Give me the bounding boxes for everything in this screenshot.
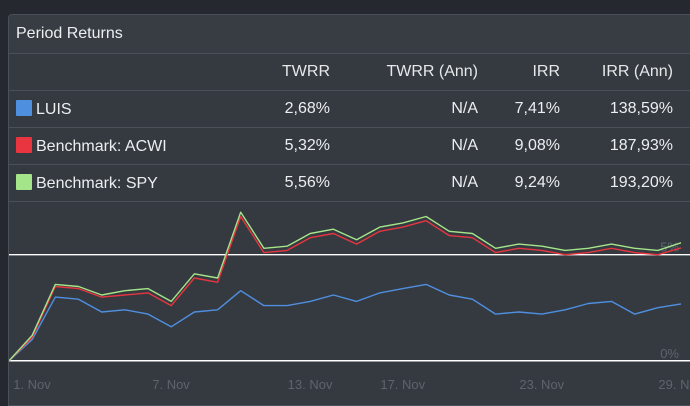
y-tick-label: 0%	[660, 346, 679, 361]
cell-twrr-ann: N/A	[330, 90, 478, 128]
series-color-swatch	[16, 173, 32, 190]
header-name	[9, 54, 206, 91]
cell-irr: 9,24%	[478, 164, 560, 202]
period-returns-panel: Period Returns TWRR TWRR (Ann) IRR IRR (…	[8, 14, 690, 406]
cell-irr-ann: 187,93%	[560, 127, 690, 165]
panel-title: Period Returns	[9, 15, 690, 54]
cell-irr: 7,41%	[478, 90, 560, 128]
series-color-swatch	[16, 136, 32, 153]
row-name: Benchmark: SPY	[36, 174, 158, 192]
header-twrr-ann[interactable]: TWRR (Ann)	[330, 54, 478, 91]
cell-twrr: 2,68%	[206, 90, 330, 128]
cell-twrr-ann: N/A	[330, 164, 478, 202]
series-line	[9, 215, 682, 362]
x-tick-label: 1. Nov	[13, 377, 51, 392]
returns-chart-svg[interactable]: 0%5%1. Nov 7. Nov 13. Nov 17. Nov 23. Nov 29.…	[9, 200, 690, 405]
x-tick-label: 23. Nov	[519, 377, 564, 392]
header-irr[interactable]: IRR	[478, 54, 560, 91]
table-row[interactable]: LUIS 2,68% N/A 7,41% 138,59%	[9, 90, 690, 128]
header-twrr[interactable]: TWRR	[206, 54, 330, 91]
cell-irr-ann: 193,20%	[560, 164, 690, 202]
cell-twrr: 5,56%	[206, 164, 330, 202]
x-tick-label: 7. Nov	[152, 377, 190, 392]
cell-irr: 9,08%	[478, 127, 560, 165]
table-row[interactable]: Benchmark: SPY 5,56% N/A 9,24% 193,20%	[9, 164, 690, 202]
returns-chart[interactable]: 0% 5% 1. Nov 7. Nov 13. Nov 17. Nov 23. Nov 29.…	[9, 200, 690, 405]
row-name: LUIS	[36, 100, 72, 118]
returns-table: TWRR TWRR (Ann) IRR IRR (Ann) LUIS 2,68%…	[9, 54, 690, 202]
cell-twrr: 5,32%	[206, 127, 330, 165]
series-line	[9, 211, 682, 362]
cell-twrr-ann: N/A	[330, 127, 478, 165]
x-tick-label: 17. Nov	[380, 377, 425, 392]
header-irr-ann[interactable]: IRR (Ann)	[560, 54, 690, 91]
series-color-swatch	[16, 99, 32, 116]
x-tick-label: 29. Nov	[658, 377, 690, 392]
table-row[interactable]: Benchmark: ACWI 5,32% N/A 9,08% 187,93%	[9, 127, 690, 165]
row-name: Benchmark: ACWI	[36, 137, 167, 155]
series-line	[9, 283, 682, 362]
x-tick-label: 13. Nov	[288, 377, 333, 392]
cell-irr-ann: 138,59%	[560, 90, 690, 128]
table-header-row: TWRR TWRR (Ann) IRR IRR (Ann)	[9, 54, 690, 91]
